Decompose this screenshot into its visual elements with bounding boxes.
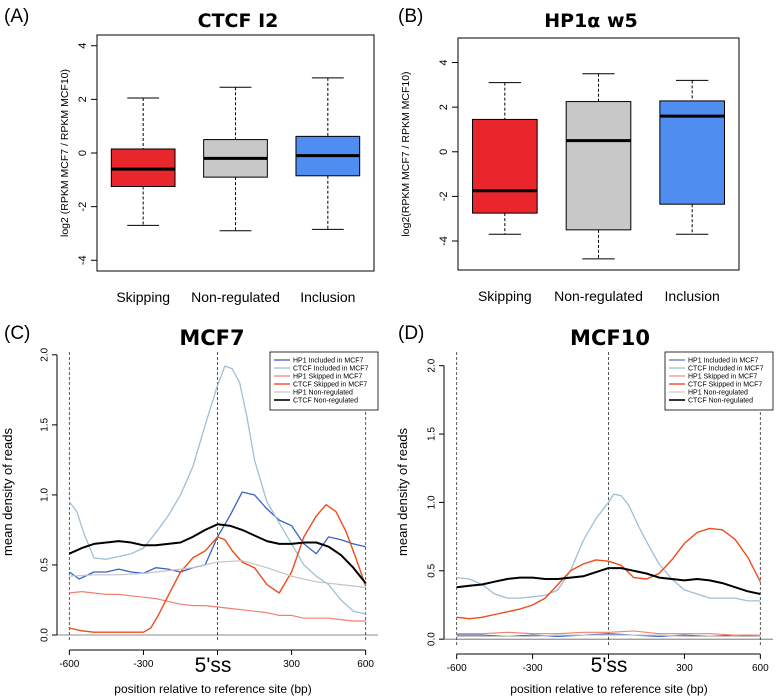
- legend-entry: CTCF Non-regulated: [688, 398, 753, 405]
- panel-c-center-label: 5'ss: [195, 654, 232, 677]
- y-tick-label: 0.5: [40, 558, 51, 572]
- box-non-regulated: [565, 101, 632, 231]
- panel-d-xlabel: position relative to reference site (bp): [510, 682, 707, 696]
- panel-c-title: MCF7: [179, 326, 244, 350]
- series-hp1-skipped-in-mcf7: [456, 630, 761, 636]
- y-tick-label: 0.0: [40, 628, 51, 642]
- x-tick-label: -600: [59, 659, 79, 670]
- x-tick-label: -300: [523, 663, 543, 674]
- legend-entry: CTCF Skipped in MCF7: [688, 382, 762, 389]
- category-label: Non-regulated: [191, 289, 280, 305]
- y-tick-label: 1.0: [40, 488, 51, 502]
- legend-entry: HP1 Skipped in MCF7: [293, 374, 362, 381]
- y-tick-label: 0: [77, 150, 89, 156]
- panel-c: (C) MCF7 mean density of reads position …: [0, 323, 379, 696]
- box-inclusion: [659, 100, 725, 205]
- panel-a-title: CTCF I2: [198, 10, 279, 32]
- series-hp1-non-regulated: [69, 560, 366, 588]
- series-ctcf-non-regulated: [456, 567, 761, 595]
- y-tick-label: 1.5: [427, 427, 438, 441]
- y-tick-label: 2.0: [427, 358, 438, 372]
- y-tick-label: 2: [77, 96, 89, 102]
- series-ctcf-skipped-in-mcf7: [456, 527, 761, 620]
- category-label: Inclusion: [665, 288, 720, 304]
- panel-c-letter: (C): [4, 323, 30, 344]
- panel-d-center-label: 5'ss: [591, 654, 628, 677]
- panel-d: (D) MCF10 mean density of reads position…: [395, 323, 774, 696]
- panel-b-ylabel: log2(RPKM MCF7 / RPKM MCF10): [400, 71, 412, 236]
- legend-entry: HP1 Non-regulated: [688, 390, 748, 397]
- y-tick-label: -2: [77, 202, 89, 212]
- x-tick-label: 300: [283, 659, 300, 670]
- y-tick-label: 0: [438, 149, 450, 155]
- series-ctcf-non-regulated: [68, 523, 367, 584]
- panel-c-xlabel: position relative to reference site (bp): [114, 682, 311, 696]
- series-hp1-included-in-mcf7: [68, 491, 366, 580]
- legend-entry: CTCF Included in MCF7: [293, 366, 369, 373]
- x-tick-label: -300: [133, 659, 153, 670]
- y-tick-label: 2.0: [40, 347, 51, 361]
- legend-entry: CTCF Non-regulated: [293, 398, 358, 405]
- x-tick-label: -600: [447, 663, 467, 674]
- category-label: Skipping: [116, 289, 170, 305]
- x-tick-label: 300: [676, 663, 693, 674]
- series-ctcf-skipped-in-mcf7: [69, 504, 367, 633]
- legend-entry: HP1 Included in MCF7: [293, 358, 364, 365]
- panel-c-ylabel: mean density of reads: [0, 428, 15, 556]
- legend-entry: HP1 Non-regulated: [293, 390, 353, 397]
- panel-d-ylabel: mean density of reads: [395, 428, 410, 556]
- panel-d-title: MCF10: [570, 326, 650, 350]
- series-ctcf-included-in-mcf7: [68, 365, 366, 615]
- y-tick-label: 4: [438, 59, 450, 65]
- panel-a: (A) CTCF I2 log2 (RPKM MCF7 / RPKM MCF10…: [4, 6, 375, 305]
- y-tick-label: -2: [438, 191, 450, 201]
- series-hp1-non-regulated: [456, 634, 761, 637]
- series-hp1-skipped-in-mcf7: [69, 591, 366, 622]
- y-tick-label: -4: [77, 255, 89, 265]
- y-tick-label: 1.0: [427, 495, 438, 509]
- box-skipping: [472, 118, 538, 214]
- x-tick-label: 600: [357, 659, 374, 670]
- category-label: Non-regulated: [554, 288, 643, 304]
- series-ctcf-included-in-mcf7: [456, 493, 761, 602]
- y-tick-label: 0.5: [427, 563, 438, 577]
- x-tick-label: 600: [752, 663, 769, 674]
- panel-b: (B) HP1α w5 log2(RPKM MCF7 / RPKM MCF10)…: [398, 6, 740, 304]
- panel-b-title: HP1α w5: [544, 10, 638, 32]
- panel-d-letter: (D): [398, 323, 424, 344]
- legend-entry: HP1 Skipped in MCF7: [688, 374, 757, 381]
- legend-entry: CTCF Skipped in MCF7: [293, 382, 367, 389]
- y-tick-label: 0.0: [427, 632, 438, 646]
- category-label: Skipping: [478, 288, 532, 304]
- y-tick-label: 1.5: [40, 417, 51, 431]
- panel-b-letter: (B): [398, 6, 423, 27]
- legend-entry: CTCF Included in MCF7: [688, 366, 764, 373]
- y-tick-label: 2: [438, 104, 450, 110]
- y-tick-label: 4: [77, 43, 89, 49]
- legend-entry: HP1 Included in MCF7: [688, 358, 759, 365]
- panel-a-ylabel: log2 (RPKM MCF7 / RPKM MCF10): [59, 69, 71, 237]
- panel-a-letter: (A): [4, 6, 29, 27]
- y-tick-label: -4: [438, 236, 450, 246]
- category-label: Inclusion: [300, 289, 355, 305]
